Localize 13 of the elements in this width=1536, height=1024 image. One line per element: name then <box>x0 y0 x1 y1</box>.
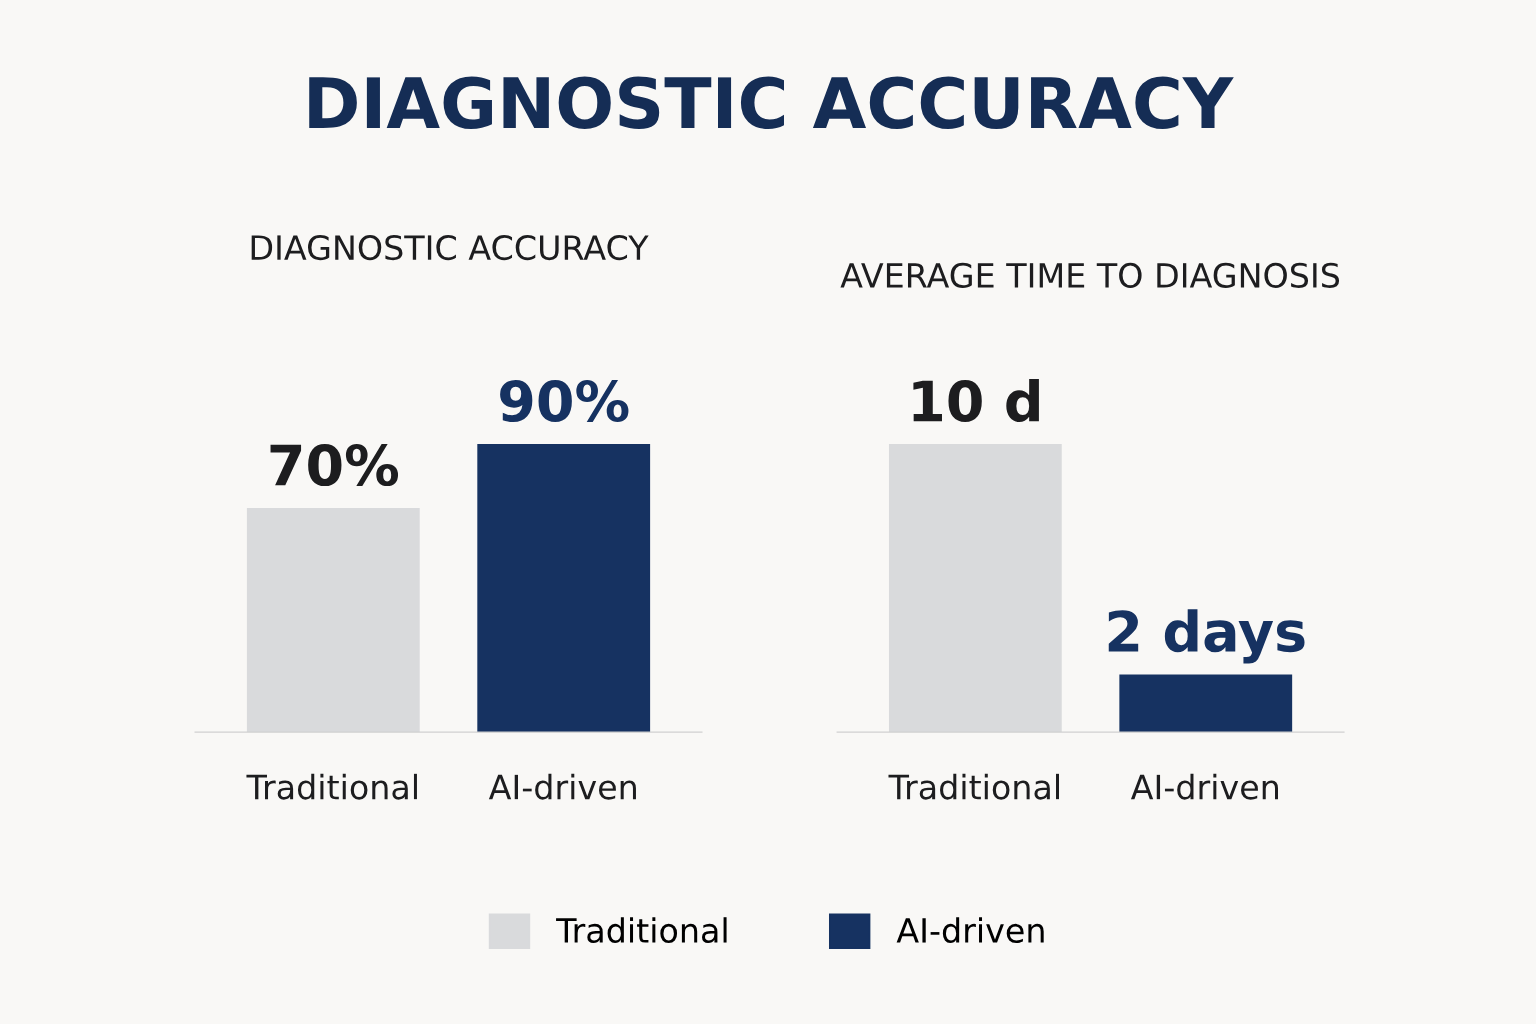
chart-title: AVERAGE TIME TO DIAGNOSIS <box>840 262 1340 288</box>
legend-label: Traditional <box>556 917 727 944</box>
data-label: 70% <box>270 444 399 487</box>
x-tick-label: AI-driven <box>488 773 636 800</box>
x-tick-label: Traditional <box>888 773 1059 800</box>
data-label: 10 d <box>913 379 1039 423</box>
chart-subtitle: DIAGNOSTIC ACCURACY <box>251 234 649 261</box>
legend-label: AI-driven <box>896 917 1044 944</box>
x-tick-label: Traditional <box>246 773 417 800</box>
x-tick-label: AI-driven <box>1130 773 1278 800</box>
chart-title: DIAGNOSTIC ACCURACY <box>309 76 1234 129</box>
data-label: 2 days <box>1108 609 1305 664</box>
data-label: 90% <box>500 380 629 423</box>
